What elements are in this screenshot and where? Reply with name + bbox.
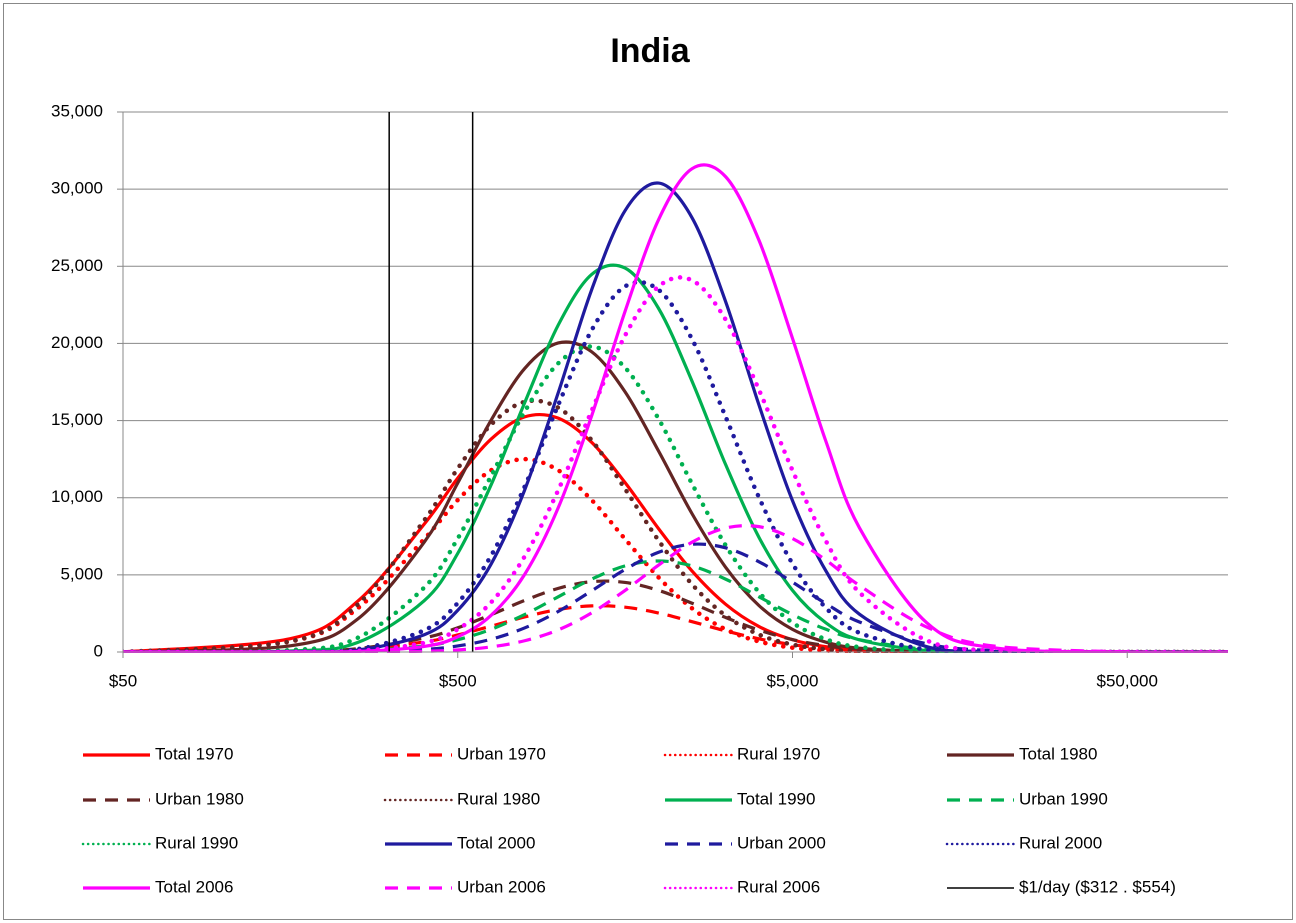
y-tick-label: 10,000 [51, 487, 103, 506]
legend-label: $1/day ($312 . $554) [1019, 877, 1176, 896]
legend-label: Urban 1990 [1019, 789, 1108, 808]
legend: Total 1970 Urban 1970 Rural 1970 Total 1980… [81, 744, 1176, 896]
legend-label: Rural 2006 [737, 877, 820, 896]
x-tick-label: $50 [109, 671, 137, 690]
series-line [123, 275, 1229, 653]
legend-label: Urban 2000 [737, 833, 826, 852]
series-line [388, 112, 474, 652]
axes: 0 5,000 10,000 15,000 20,000 25,000 30,000 35,0… [51, 101, 1228, 690]
x-tick-label: $5,000 [766, 671, 818, 690]
series-line [123, 456, 1229, 653]
chart-title: India [610, 32, 690, 70]
legend-label: Urban 1970 [457, 744, 546, 763]
x-tick-label: $500 [439, 671, 477, 690]
x-tick-label: $50,000 [1097, 671, 1158, 690]
legend-label: Total 2006 [155, 877, 233, 896]
legend-label: Rural 1970 [737, 744, 820, 763]
y-tick-label: 0 [94, 641, 103, 660]
series-line [123, 181, 1229, 653]
legend-label: Urban 1980 [155, 789, 244, 808]
legend-label: Total 1980 [1019, 744, 1097, 763]
series-line [123, 542, 1229, 653]
y-tick-label: 25,000 [51, 256, 103, 275]
legend-label: Total 2000 [457, 833, 535, 852]
legend-label: Total 1970 [155, 744, 233, 763]
legend-label: Total 1990 [737, 789, 815, 808]
series-line [123, 279, 1229, 653]
series-line [123, 559, 1229, 653]
y-tick-label: 35,000 [51, 101, 103, 120]
legend-label: Rural 2000 [1019, 833, 1102, 852]
series-line [123, 524, 1229, 653]
y-tick-label: 30,000 [51, 179, 103, 198]
y-tick-label: 15,000 [51, 410, 103, 429]
y-tick-label: 5,000 [60, 564, 103, 583]
chart-border [3, 3, 1293, 920]
series-line [123, 163, 1229, 653]
legend-label: Rural 1980 [457, 789, 540, 808]
y-tick-label: 20,000 [51, 333, 103, 352]
legend-label: Urban 2006 [457, 877, 546, 896]
legend-label: Rural 1990 [155, 833, 238, 852]
